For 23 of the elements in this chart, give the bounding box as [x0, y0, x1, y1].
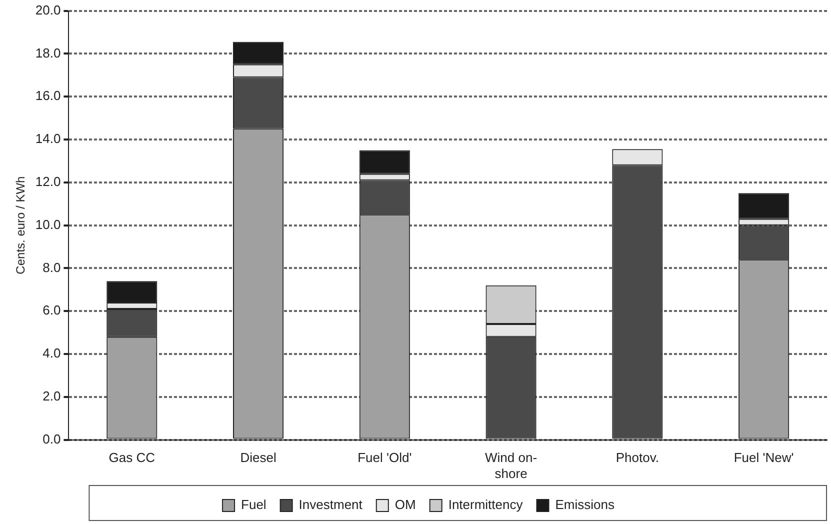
x-tick-label: Fuel 'New' — [734, 450, 794, 466]
x-tick-label: Gas CC — [108, 450, 156, 466]
y-tick-label: 6.0 — [42, 302, 61, 318]
x-tick-label: Fuel 'Old' — [358, 450, 412, 466]
y-tick-label: 14.0 — [35, 131, 61, 146]
y-tick-label: 8.0 — [42, 260, 61, 275]
legend-label: Intermittency — [448, 497, 524, 512]
y-tick-label: 16.0 — [35, 88, 61, 104]
y-axis-title: Cents. euro / KWh — [14, 176, 28, 274]
y-tick-label: 2.0 — [42, 388, 61, 404]
y-tick-label: 18.0 — [35, 45, 61, 60]
legend-label: Investment — [298, 497, 363, 512]
legend-label: Emissions — [555, 497, 615, 512]
y-tick-label: 10.0 — [35, 216, 61, 232]
y-tick-label: 12.0 — [35, 174, 61, 189]
x-tick-label: Diesel — [240, 450, 276, 466]
y-tick-label: 0.0 — [42, 431, 61, 446]
x-tick-label: Wind on-shore — [485, 450, 538, 481]
y-tick-label: 20.0 — [35, 2, 61, 18]
x-tick-label: Photov. — [616, 450, 659, 466]
legend-label: Fuel — [241, 497, 266, 512]
legend-label: OM — [394, 497, 416, 512]
y-tick-label: 4.0 — [42, 346, 61, 361]
